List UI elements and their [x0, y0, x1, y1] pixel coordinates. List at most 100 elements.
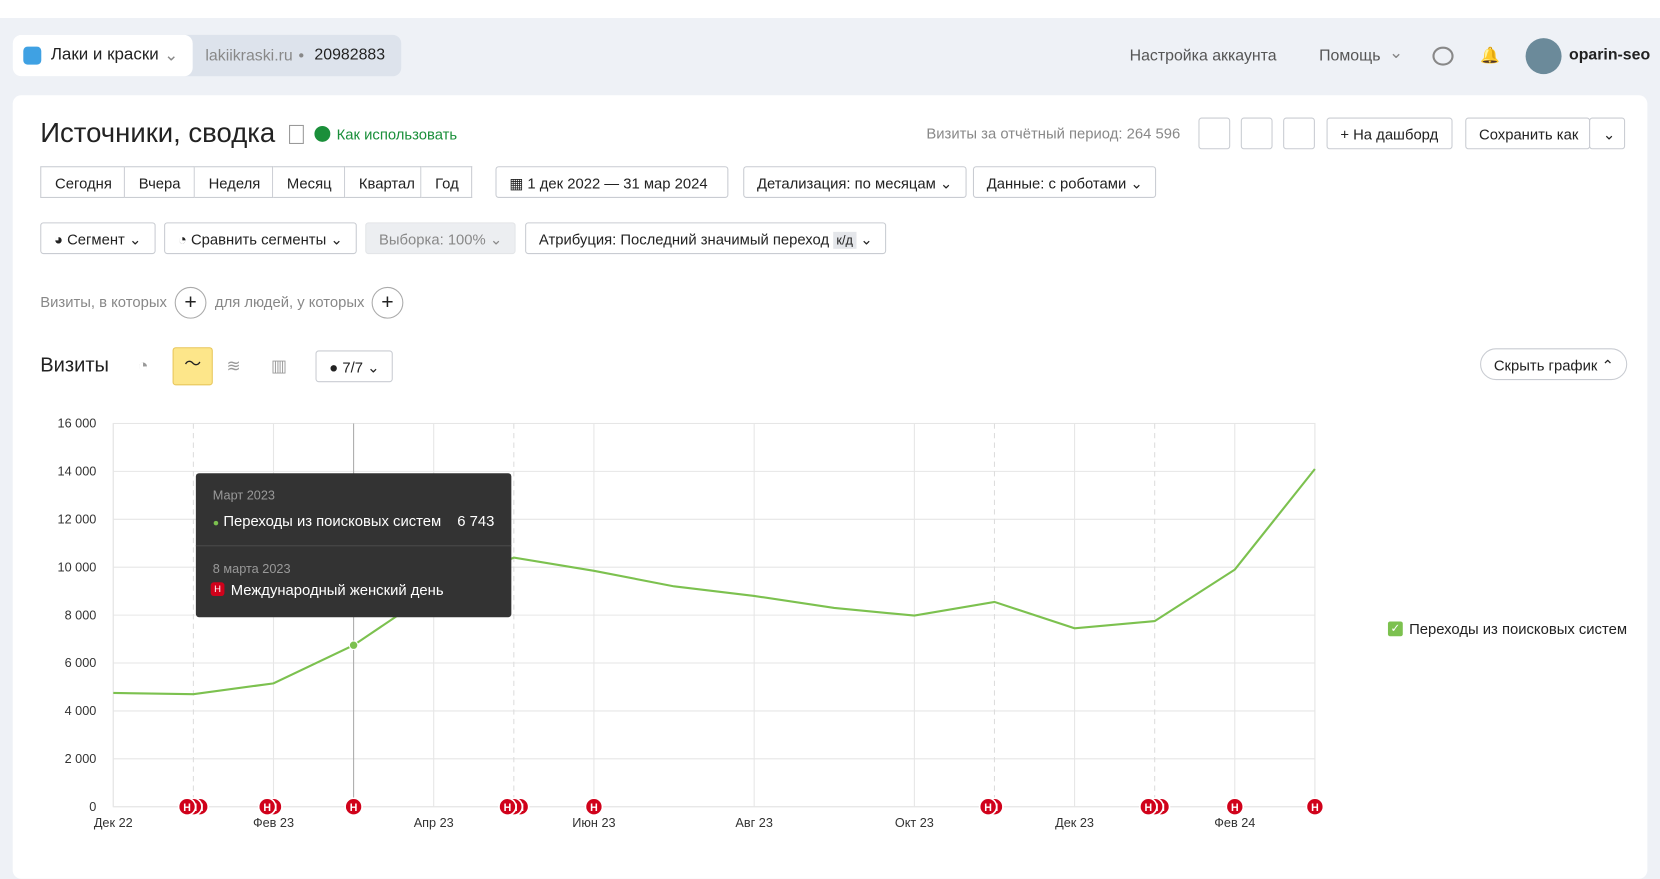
- holiday-marker-circle: [344, 797, 363, 816]
- export-button[interactable]: [1240, 117, 1273, 150]
- x-tick-label: Июн 23: [572, 816, 615, 830]
- add-filter[interactable]: +: [174, 286, 207, 319]
- segment[interactable]: ◕ Сегмент ⌄: [40, 222, 156, 255]
- visits-total: Визиты за отчётный период: 264 596: [926, 124, 1181, 142]
- chevron: ⌄: [1389, 44, 1404, 63]
- save-menu[interactable]: ⌄: [1589, 117, 1626, 150]
- api-button[interactable]: [1283, 117, 1315, 150]
- line-chart-toggle[interactable]: 〜: [172, 347, 213, 386]
- holiday-marker-circle: [1139, 797, 1158, 816]
- user[interactable]: oparin-seo: [1568, 45, 1651, 64]
- filter-visits: Визиты, в которых: [40, 293, 167, 311]
- bell-icon[interactable]: 🔔: [1480, 46, 1500, 65]
- period-button[interactable]: Вчера: [124, 166, 195, 198]
- y-tick-label: 6 000: [65, 656, 97, 670]
- detail-label: Детализация: по месяцам: [756, 174, 936, 192]
- browser-bookmarks: [0, 0, 1660, 18]
- avatar[interactable]: [1525, 38, 1562, 75]
- holiday-marker-circle: [978, 797, 998, 816]
- how-to-use[interactable]: Как использовать: [336, 125, 458, 143]
- holiday-marker[interactable]: Н: [344, 797, 363, 816]
- add-filter[interactable]: +: [371, 286, 404, 319]
- holiday-marker[interactable]: Н: [177, 797, 197, 816]
- holiday-marker[interactable]: Н: [257, 797, 277, 816]
- notes-count: 7/7: [342, 358, 363, 376]
- segment-label: Сегмент: [67, 230, 125, 248]
- hide-chart-label: Скрыть график: [1493, 356, 1598, 374]
- holiday-marker-label: Н: [1145, 802, 1153, 814]
- hide-chart[interactable]: Скрыть график ⌃: [1480, 348, 1628, 381]
- help[interactable]: Помощь: [1319, 46, 1381, 65]
- holiday-marker-label: Н: [263, 802, 271, 814]
- data-mode-label: Данные: с роботами: [986, 174, 1127, 192]
- x-tick-label: Дек 22: [94, 816, 133, 830]
- period-button[interactable]: Год: [421, 166, 473, 198]
- holiday-marker[interactable]: Н: [498, 797, 517, 816]
- period-button[interactable]: Месяц: [273, 166, 346, 198]
- x-tick-label: Апр 23: [414, 816, 454, 830]
- counter-name-box[interactable]: [12, 34, 193, 77]
- attribution[interactable]: Атрибуция: Последний значимый переход к/…: [525, 222, 887, 255]
- account-settings[interactable]: Настройка аккаунта: [1129, 46, 1277, 65]
- holiday-marker[interactable]: Н: [1225, 797, 1245, 816]
- attribution-badge: к/д: [833, 231, 857, 249]
- tooltip-series-name: Переходы из поисковых систем: [223, 512, 442, 530]
- save-as[interactable]: Сохранить как: [1465, 117, 1591, 150]
- period-button[interactable]: Квартал: [345, 166, 422, 198]
- tooltip-event: Международный женский день: [230, 581, 444, 599]
- detail[interactable]: Детализация: по месяцам ⌄: [743, 166, 967, 198]
- date-range[interactable]: ▦ 1 дек 2022 — 31 мар 2024: [495, 166, 729, 198]
- period-button[interactable]: Неделя: [194, 166, 274, 198]
- y-tick-label: 0: [89, 800, 96, 814]
- holiday-marker-label: Н: [504, 802, 512, 814]
- period-button[interactable]: Сегодня: [40, 166, 125, 198]
- holiday-marker-label: Н: [183, 802, 191, 814]
- holiday-marker[interactable]: Н: [1139, 797, 1158, 816]
- area-chart-toggle[interactable]: ≋: [226, 357, 241, 376]
- pie-chart-toggle[interactable]: ◔: [137, 355, 149, 376]
- tooltip-value: 6 743: [457, 512, 495, 530]
- holiday-marker[interactable]: Н: [978, 797, 998, 816]
- holiday-marker-label: Н: [1311, 802, 1319, 814]
- y-tick-label: 8 000: [65, 608, 97, 622]
- y-tick-label: 10 000: [58, 560, 97, 574]
- holiday-marker[interactable]: Н: [1305, 797, 1325, 816]
- x-tick-label: Окт 23: [895, 816, 934, 830]
- y-tick-label: 16 000: [58, 417, 97, 431]
- holiday-marker-circle: [1305, 797, 1325, 816]
- compare-segments[interactable]: ◔ Сравнить сегменты ⌄: [164, 222, 357, 255]
- to-dashboard[interactable]: + На дашборд: [1326, 117, 1453, 150]
- tooltip-period: Март 2023: [212, 488, 275, 503]
- x-tick-label: Фев 23: [253, 816, 294, 830]
- metric-title: Визиты: [40, 354, 110, 377]
- x-tick-label: Дек 23: [1055, 816, 1094, 830]
- legend-checkbox[interactable]: ✓: [1387, 621, 1403, 637]
- site: lakiikraski.ru: [205, 46, 293, 65]
- bookmark-icon[interactable]: [289, 124, 304, 144]
- holiday-marker[interactable]: Н: [584, 797, 604, 816]
- notes-button[interactable]: ● 7/7 ⌄: [315, 350, 394, 383]
- legend-label[interactable]: Переходы из поисковых систем: [1409, 620, 1628, 638]
- tooltip: Март 2023 ● Переходы из поисковых систем…: [195, 473, 512, 618]
- data-mode[interactable]: Данные: с роботами ⌄: [972, 166, 1157, 198]
- holiday-marker-circle: [257, 797, 277, 816]
- holiday-marker-circle: [1225, 797, 1245, 816]
- holiday-marker-label: Н: [590, 802, 598, 814]
- y-tick-label: 12 000: [58, 513, 97, 527]
- holiday-marker-label: Н: [1231, 802, 1239, 814]
- x-tick-label: Фев 24: [1214, 816, 1255, 830]
- history-button[interactable]: [1198, 117, 1231, 150]
- compare-label: Сравнить сегменты: [190, 230, 327, 248]
- date-range-label: 1 дек 2022 — 31 мар 2024: [527, 174, 708, 192]
- y-tick-label: 4 000: [65, 704, 97, 718]
- counter-id: 20982883: [314, 45, 386, 64]
- bar-chart-toggle[interactable]: ▥: [271, 357, 288, 376]
- holiday-marker-circle: [584, 797, 604, 816]
- sample: Выборка: 100% ⌄: [365, 222, 517, 255]
- to-dashboard-label: На дашборд: [1353, 125, 1439, 143]
- counter-name[interactable]: Лаки и краски: [50, 45, 159, 64]
- series-line: [113, 468, 1316, 696]
- chat-icon[interactable]: [1432, 46, 1454, 66]
